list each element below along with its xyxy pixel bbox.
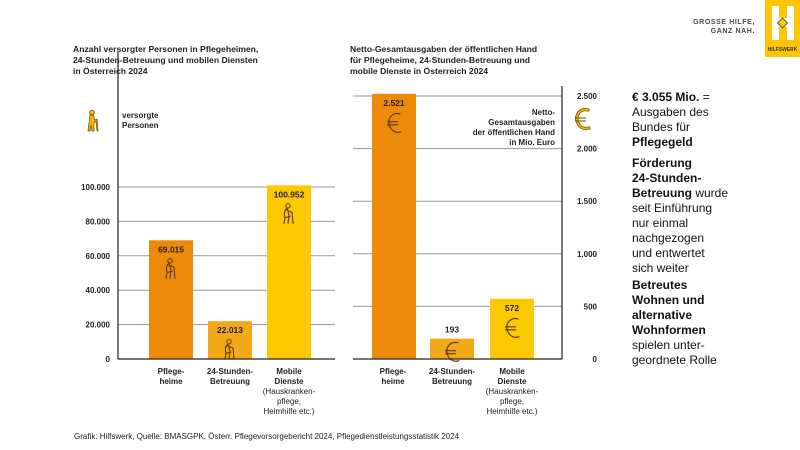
- side-note-24h: Förderung 24-Stunden- Betreuung wurde se…: [632, 156, 729, 275]
- y-tick-label: 80.000: [86, 217, 111, 226]
- right-category-label-3: Mobile Dienste (Hauskranken- pflege, Heim…: [485, 367, 539, 416]
- bar-value-label: 193: [445, 325, 459, 335]
- y-tick-label: 100.000: [81, 183, 110, 192]
- euro-icon: [445, 341, 460, 362]
- left-chart-title: Anzahl versorgter Personen in Pflegeheim…: [73, 44, 259, 76]
- right-category-label-2: 24-Stunden- Betreuung: [428, 367, 476, 386]
- side-note-pflegegeld: € 3.055 Mio. = Ausgaben des Bundes für P…: [632, 90, 710, 149]
- right-chart-title: Netto-Gesamtausgaben der öffentlichen Ha…: [350, 44, 538, 76]
- elderly-person-icon: [87, 109, 99, 132]
- right-category-label-1: Pflege- heime: [379, 367, 407, 386]
- brand-logo: HILFSWERK: [765, 0, 800, 57]
- bar: [430, 338, 474, 359]
- y-tick-label: 1.500: [577, 197, 598, 206]
- y-tick-label: 20.000: [86, 321, 111, 330]
- right-unit-icon: [575, 108, 591, 131]
- left-unit-label: versorgte Personen: [122, 111, 159, 130]
- left-category-label-3: Mobile Dienste (Hauskranken- pflege, Heim…: [262, 367, 316, 416]
- elderly-person-icon: [283, 203, 294, 224]
- source-footer: Grafik: Hilfswerk, Quelle: BMASGPK, Öste…: [74, 432, 460, 441]
- brand-slogan: GROSSE HILFE, GANZ NAH.: [693, 19, 755, 35]
- euro-icon: [505, 317, 520, 338]
- bar-value-label: 2.521: [383, 98, 405, 108]
- left-category-label-2: 24-Stunden- Betreuung: [206, 367, 254, 386]
- left-bars: 69.015 22.013 100.952: [149, 185, 311, 360]
- left-category-label-1: Pflege- heime: [157, 367, 185, 386]
- y-tick-label: 2.000: [577, 145, 598, 154]
- elderly-person-icon: [165, 258, 176, 279]
- y-tick-label: 1.000: [577, 250, 598, 259]
- y-tick-label: 60.000: [86, 252, 111, 261]
- bar-value-label: 69.015: [158, 244, 184, 254]
- left-axes: [117, 52, 335, 360]
- y-tick-label: 0: [593, 355, 598, 364]
- bar-value-label: 22.013: [217, 325, 243, 335]
- elderly-person-icon: [224, 338, 235, 360]
- brand-name: HILFSWERK: [768, 47, 798, 53]
- left-unit-icon: [87, 109, 99, 132]
- right-unit-label: Netto- Gesamtausgaben der öffentlichen H…: [472, 108, 555, 147]
- bar: [149, 240, 193, 359]
- right-axes: [353, 86, 563, 360]
- bar-value-label: 100.952: [274, 189, 305, 199]
- bar: [490, 298, 534, 359]
- euro-icon: [575, 108, 591, 131]
- hilfswerk-logo-icon: HILFSWERK: [768, 6, 798, 53]
- y-tick-label: 0: [106, 355, 111, 364]
- side-note-wohnen: Betreutes Wohnen und alternative Wohnfor…: [632, 278, 717, 367]
- euro-icon: [387, 112, 402, 133]
- right-tick-labels: 0 500 1.000 1.500 2.000 2.500: [577, 92, 598, 364]
- y-tick-label: 500: [584, 302, 598, 311]
- y-tick-label: 40.000: [86, 286, 111, 295]
- right-bars: 2.521 193 572: [372, 93, 534, 362]
- bar: [372, 93, 416, 359]
- y-tick-label: 2.500: [577, 92, 598, 101]
- left-tick-labels: 0 20.000 40.000 60.000 80.000 100.000: [81, 183, 110, 364]
- bar-value-label: 572: [505, 303, 519, 313]
